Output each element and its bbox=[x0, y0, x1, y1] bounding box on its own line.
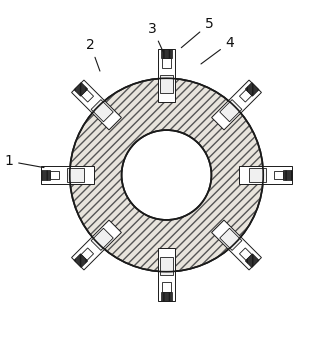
Polygon shape bbox=[41, 170, 50, 180]
Polygon shape bbox=[220, 100, 242, 122]
Polygon shape bbox=[239, 166, 292, 184]
Polygon shape bbox=[245, 83, 259, 96]
Circle shape bbox=[122, 130, 211, 220]
Text: 4: 4 bbox=[201, 36, 234, 64]
Polygon shape bbox=[211, 220, 261, 270]
Polygon shape bbox=[160, 257, 173, 275]
Polygon shape bbox=[91, 100, 113, 122]
Polygon shape bbox=[162, 49, 171, 58]
Polygon shape bbox=[274, 171, 283, 179]
Polygon shape bbox=[220, 228, 242, 250]
Text: 2: 2 bbox=[86, 38, 100, 71]
Polygon shape bbox=[74, 83, 88, 96]
Polygon shape bbox=[41, 166, 94, 184]
Polygon shape bbox=[72, 80, 122, 130]
Polygon shape bbox=[245, 254, 259, 267]
Circle shape bbox=[70, 78, 263, 272]
Polygon shape bbox=[249, 168, 266, 182]
Text: 5: 5 bbox=[181, 17, 213, 48]
Polygon shape bbox=[239, 90, 252, 102]
Polygon shape bbox=[74, 254, 88, 267]
Polygon shape bbox=[72, 220, 122, 270]
Polygon shape bbox=[163, 282, 170, 292]
Polygon shape bbox=[81, 90, 94, 102]
Polygon shape bbox=[163, 58, 170, 68]
Polygon shape bbox=[67, 168, 84, 182]
Polygon shape bbox=[50, 171, 59, 179]
Polygon shape bbox=[283, 170, 292, 180]
Polygon shape bbox=[91, 228, 113, 250]
Polygon shape bbox=[211, 80, 261, 130]
Polygon shape bbox=[158, 49, 175, 103]
Polygon shape bbox=[162, 292, 171, 301]
Text: 3: 3 bbox=[148, 22, 163, 51]
Polygon shape bbox=[81, 248, 94, 260]
Polygon shape bbox=[239, 248, 252, 260]
Polygon shape bbox=[160, 75, 173, 93]
Polygon shape bbox=[158, 247, 175, 301]
Text: 1: 1 bbox=[4, 154, 44, 168]
